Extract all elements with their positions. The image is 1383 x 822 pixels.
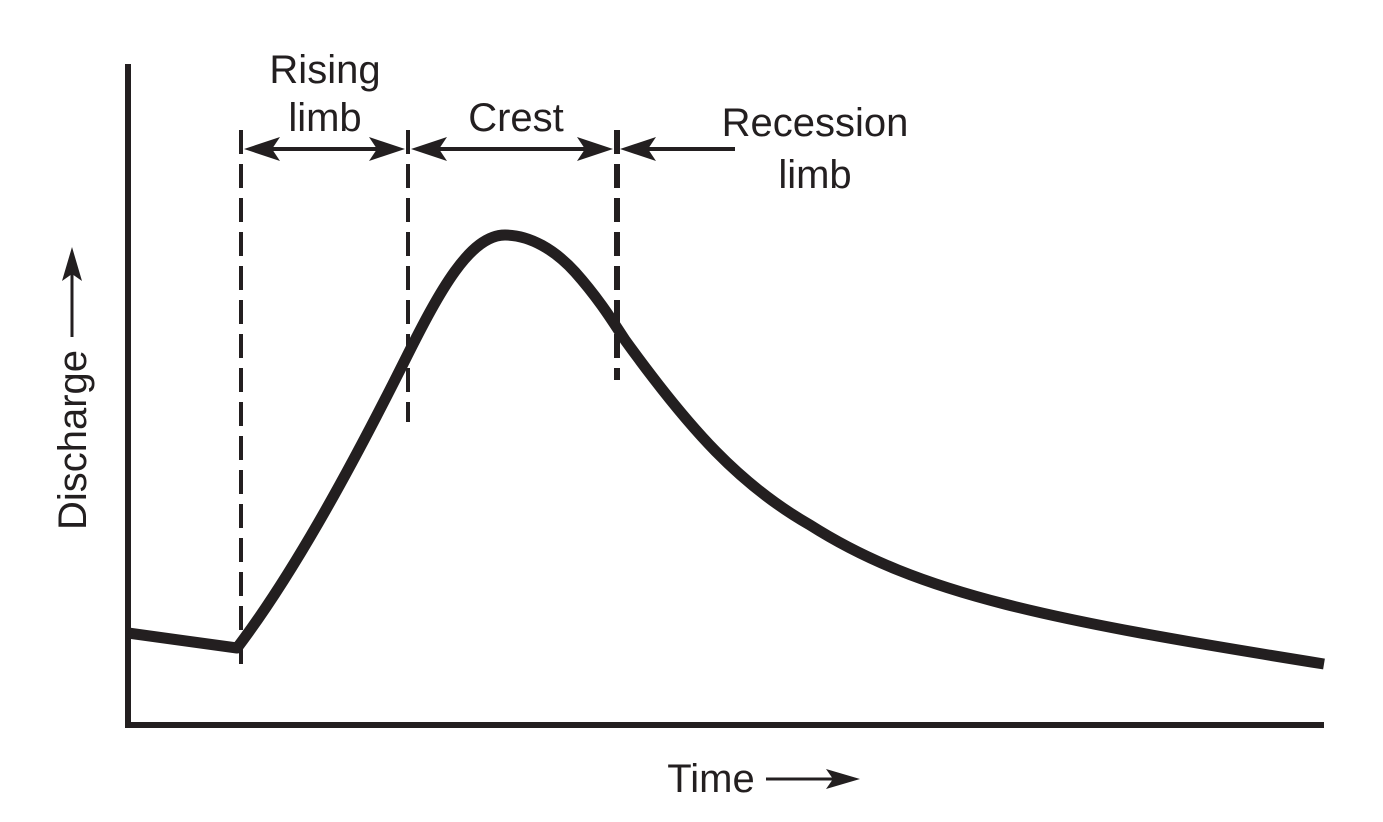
rising-limb-label-line2: limb (288, 96, 361, 140)
hydrograph-curve (127, 229, 1325, 670)
rising-limb-span-arrow (244, 137, 405, 161)
arrow-up-icon (62, 247, 82, 337)
x-axis-label: Time (667, 757, 754, 801)
crest-label: Crest (468, 96, 564, 140)
arrow-right-icon (766, 769, 860, 789)
crest-span-arrow (411, 137, 613, 161)
recession-limb-arrow (620, 137, 735, 161)
y-axis-label: Discharge (51, 350, 95, 530)
recession-limb-label-line2: limb (778, 153, 851, 197)
recession-limb-label-line1: Recession (722, 101, 909, 145)
rising-limb-label-line1: Rising (269, 48, 380, 92)
